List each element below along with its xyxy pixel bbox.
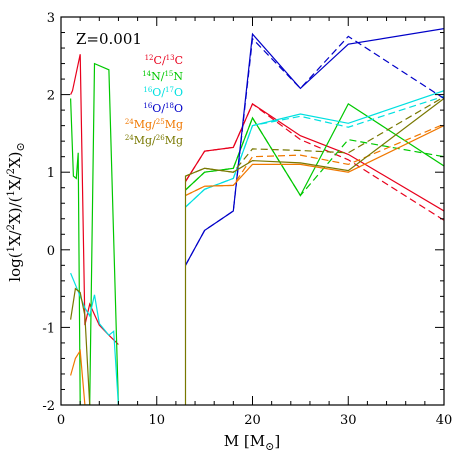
y-tick-label: 0 xyxy=(47,244,55,259)
legend-entry: 12C/13C xyxy=(145,54,183,67)
y-axis-title: log(1X/2X)/(1X/2X)⊙ xyxy=(6,142,27,281)
series-line-16o-18o xyxy=(184,28,444,266)
legend-entry: 16O/18O xyxy=(143,102,183,115)
y-tick-label: 3 xyxy=(47,11,55,26)
series-layer xyxy=(70,28,444,405)
series-line-12c-13c-dashed xyxy=(184,102,444,221)
tick-layer xyxy=(60,16,445,406)
series-line-12c-13c xyxy=(70,54,444,345)
series-line-24mg-26mg xyxy=(70,98,444,405)
series-line-14n-15n xyxy=(70,62,444,405)
x-tick-label: 30 xyxy=(340,413,357,428)
x-tick-label: 10 xyxy=(148,413,165,428)
y-tick-label: -2 xyxy=(42,399,55,414)
y-tick-label: -1 xyxy=(42,321,55,336)
legend: 12C/13C 14N/15N 16O/17O 16O/18O 24Mg/25Mg 24M… xyxy=(125,54,184,147)
x-tick-label: 0 xyxy=(57,413,65,428)
series-line-16o-17o-dashed xyxy=(185,95,444,208)
tick-label-layer: 0 10 20 30 40 -2 -1 0 1 2 3 xyxy=(42,11,452,428)
series-line-24mg-25mg-dashed xyxy=(185,123,444,197)
series-line-14n-15n-dashed xyxy=(185,116,444,197)
legend-entry: 24Mg/25Mg xyxy=(125,118,183,131)
y-tick-label: 1 xyxy=(47,166,55,181)
x-tick-label: 40 xyxy=(436,413,453,428)
x-axis-title: M [M⊙] xyxy=(224,432,280,453)
series-line-16o-18o-dashed xyxy=(184,35,444,266)
series-line-24mg-26mg-dashed xyxy=(185,96,444,177)
plot-frame xyxy=(60,16,445,406)
x-tick-label: 20 xyxy=(244,413,261,428)
chart-annotation: Z=0.001 xyxy=(76,30,142,48)
legend-entry: 16O/17O xyxy=(143,86,183,99)
legend-entry: 24Mg/26Mg xyxy=(125,134,183,147)
legend-entry: 14N/15N xyxy=(142,70,183,83)
y-tick-label: 2 xyxy=(47,89,55,104)
series-line-24mg-25mg xyxy=(70,125,444,405)
